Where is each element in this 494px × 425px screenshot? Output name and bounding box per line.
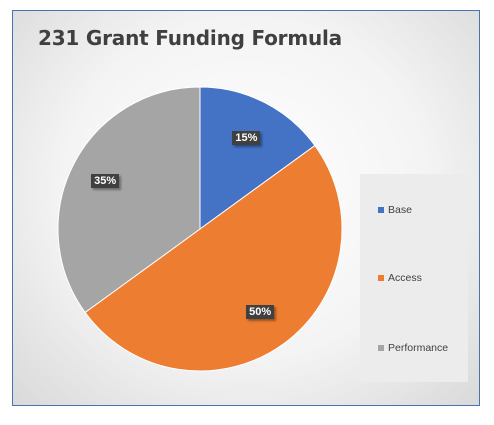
data-label-access: 50% [246,304,275,319]
legend-item-access: Access [378,272,422,284]
legend-swatch-access [378,275,384,281]
pie-slice-base [199,86,316,230]
pie-slice-performance [57,86,201,314]
legend-label-performance: Performance [388,342,449,354]
data-label-base: 15% [232,130,261,145]
legend-label-base: Base [388,204,412,216]
data-label-performance: 35% [91,173,120,188]
chart-title: 231 Grant Funding Formula [38,26,342,50]
pie-slice-access [84,144,343,372]
legend-item-performance: Performance [378,342,448,354]
legend-label-access: Access [388,272,422,284]
legend-swatch-base [378,207,384,213]
legend-item-base: Base [378,204,412,216]
legend-swatch-performance [378,345,384,351]
legend: Base Access Performance [360,174,468,382]
